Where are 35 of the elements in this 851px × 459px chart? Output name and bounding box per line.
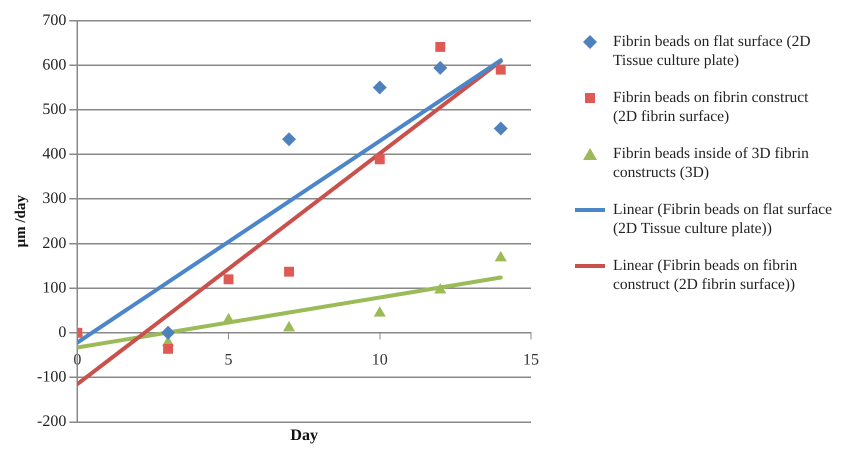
point xyxy=(282,320,296,332)
y-tick-label: 0 xyxy=(58,324,66,342)
legend-label: Fibrin beads on flat surface (2D Tissue culture plate) xyxy=(613,32,812,70)
y-tick-label: 200 xyxy=(42,234,66,252)
y-tick-label: 400 xyxy=(42,146,66,163)
legend-label: Fibrin beads on fibrin construct (2D fibrin surface) xyxy=(613,88,810,126)
point xyxy=(494,250,507,262)
x-tick-label: 15 xyxy=(523,352,539,369)
y-axis-title: μm /day xyxy=(12,194,29,248)
point xyxy=(494,122,508,136)
point xyxy=(224,274,234,284)
y-tick-label: -100 xyxy=(37,368,66,386)
legend-label: Fibrin beads inside of 3D fibrin constructs (3D) xyxy=(613,144,810,182)
x-tick-label: 5 xyxy=(224,352,233,369)
point xyxy=(372,80,387,94)
point xyxy=(496,64,506,75)
point xyxy=(282,132,296,146)
point xyxy=(284,266,294,277)
legend-label: Linear (Fibrin beads on flat surface (2D Tissue culture plate)) xyxy=(613,200,833,238)
y-tick-label: 500 xyxy=(42,101,66,118)
point xyxy=(161,326,176,340)
point xyxy=(435,42,446,52)
y-tick-label: 100 xyxy=(42,279,66,296)
x-axis-title: Day xyxy=(290,427,318,444)
legend-label: Linear (Fibrin beads on fibrin construct (2D fibrin surface)) xyxy=(613,256,798,294)
point xyxy=(434,282,446,294)
point xyxy=(374,306,386,317)
y-tick-label: 700 xyxy=(42,12,66,29)
y-tick-label: 300 xyxy=(42,190,66,208)
x-tick-label: 10 xyxy=(372,352,388,369)
y-tick-label: -200 xyxy=(37,413,66,430)
point xyxy=(374,154,385,164)
point xyxy=(433,60,448,75)
y-tick-label: 600 xyxy=(42,56,66,74)
point xyxy=(163,344,174,354)
